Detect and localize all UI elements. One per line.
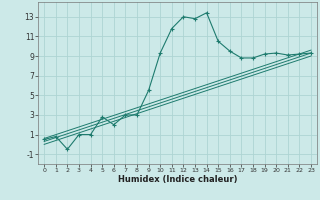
- X-axis label: Humidex (Indice chaleur): Humidex (Indice chaleur): [118, 175, 237, 184]
